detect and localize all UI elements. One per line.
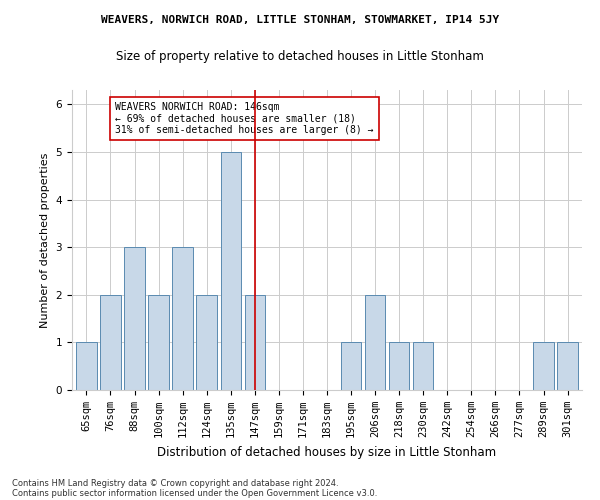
Y-axis label: Number of detached properties: Number of detached properties [40,152,50,328]
Bar [389,342,409,390]
Text: Contains HM Land Registry data © Crown copyright and database right 2024.: Contains HM Land Registry data © Crown c… [12,478,338,488]
Bar [124,247,145,390]
Bar [76,342,97,390]
Text: WEAVERS, NORWICH ROAD, LITTLE STONHAM, STOWMARKET, IP14 5JY: WEAVERS, NORWICH ROAD, LITTLE STONHAM, S… [101,15,499,25]
Bar [221,152,241,390]
Bar [341,342,361,390]
Bar [172,247,193,390]
Bar [413,342,433,390]
Bar [557,342,578,390]
Bar [196,295,217,390]
X-axis label: Distribution of detached houses by size in Little Stonham: Distribution of detached houses by size … [157,446,497,458]
Bar [533,342,554,390]
Bar [100,295,121,390]
Text: WEAVERS NORWICH ROAD: 146sqm
← 69% of detached houses are smaller (18)
31% of se: WEAVERS NORWICH ROAD: 146sqm ← 69% of de… [115,102,374,135]
Bar [245,295,265,390]
Bar [365,295,385,390]
Text: Contains public sector information licensed under the Open Government Licence v3: Contains public sector information licen… [12,488,377,498]
Bar [148,295,169,390]
Text: Size of property relative to detached houses in Little Stonham: Size of property relative to detached ho… [116,50,484,63]
